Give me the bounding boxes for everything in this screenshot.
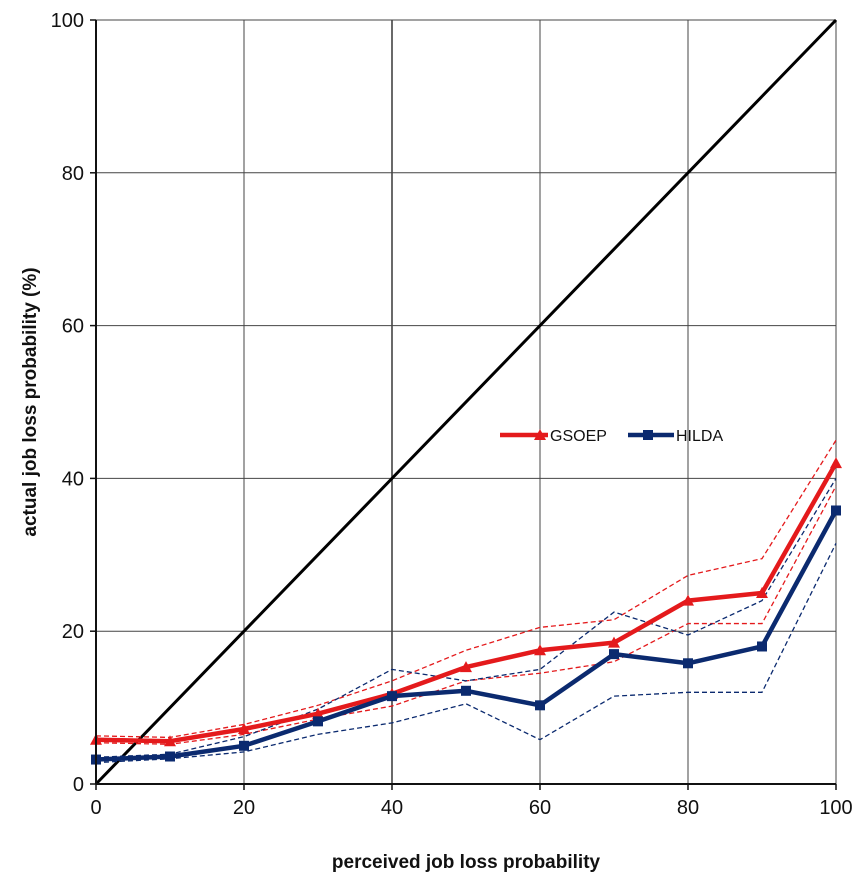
data-point-gsoep-60 — [534, 644, 546, 656]
ci-line-gsoep-lower — [95, 485, 837, 745]
series-line-hilda — [95, 509, 838, 762]
y-tick-label-40: 40 — [62, 468, 84, 490]
legend-label-gsoep: GSOEP — [550, 428, 607, 445]
y-tick-label-100: 100 — [51, 10, 84, 32]
y-tick-label-80: 80 — [62, 163, 84, 185]
data-point-gsoep-70 — [608, 636, 620, 648]
data-point-gsoep-30 — [312, 707, 324, 719]
ci-line-hilda-upper — [95, 478, 837, 758]
x-tick-label-80: 80 — [677, 797, 699, 819]
series-line-gsoep — [95, 462, 838, 744]
data-point-hilda-30 — [313, 716, 323, 727]
data-point-gsoep-20 — [238, 722, 250, 734]
x-tick-label-20: 20 — [233, 797, 255, 819]
y-axis-title: actual job loss probability (%) — [20, 267, 41, 536]
reference-line — [94, 18, 838, 786]
data-point-hilda-60 — [535, 700, 545, 711]
confidence-interval-lines — [95, 439, 837, 764]
x-tick-label-40: 40 — [381, 797, 403, 819]
data-point-hilda-10 — [165, 751, 175, 762]
data-point-hilda-80 — [683, 658, 693, 669]
y-tick-label-60: 60 — [62, 316, 84, 338]
legend-marker-gsoep — [534, 429, 546, 440]
data-point-gsoep-50 — [460, 661, 472, 673]
grid — [95, 19, 837, 785]
y-tick-label-0: 0 — [73, 774, 84, 796]
x-tick-label-60: 60 — [529, 797, 551, 819]
data-point-gsoep-10 — [164, 735, 176, 747]
data-point-hilda-70 — [609, 649, 619, 660]
ci-line-hilda-lower — [95, 543, 837, 764]
ci-line-gsoep-upper — [95, 439, 837, 739]
y-tick-label-20: 20 — [62, 621, 84, 643]
tick-labels: 0 20 40 60 80 100 0 20 40 60 80 100 — [51, 10, 853, 819]
data-point-hilda-40 — [387, 691, 397, 702]
series-lines — [90, 457, 842, 765]
data-point-hilda-20 — [239, 740, 249, 751]
x-tick-label-0: 0 — [90, 797, 101, 819]
data-point-hilda-90 — [757, 641, 767, 652]
x-axis-title: perceived job loss probability — [332, 852, 601, 873]
legend: GSOEP HILDA — [500, 428, 723, 445]
data-point-hilda-100 — [831, 505, 841, 516]
x-tick-label-100: 100 — [819, 797, 852, 819]
data-point-gsoep-100 — [830, 457, 842, 469]
data-point-hilda-50 — [461, 685, 471, 696]
axes — [90, 19, 837, 790]
data-point-gsoep-90 — [756, 587, 768, 598]
legend-label-hilda: HILDA — [676, 428, 723, 445]
reference-line-45deg — [94, 18, 838, 786]
legend-marker-hilda — [643, 430, 653, 440]
data-point-gsoep-80 — [682, 594, 694, 606]
